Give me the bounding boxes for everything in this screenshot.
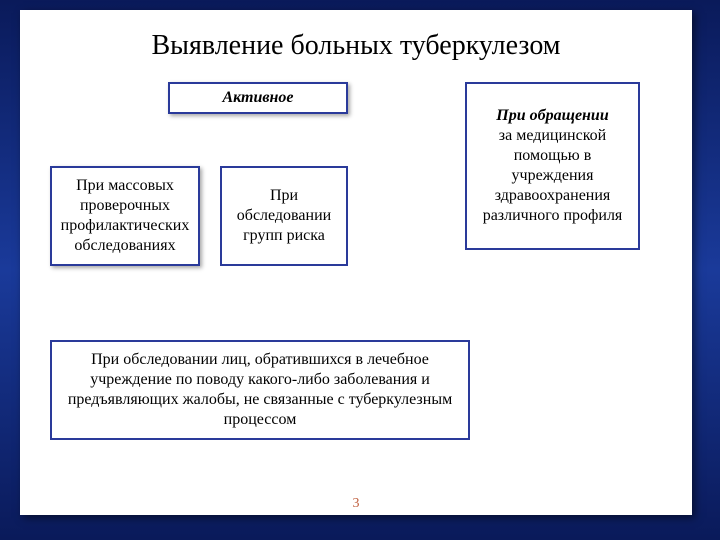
box-active: Активное xyxy=(168,82,348,114)
slide-title: Выявление больных туберкулезом xyxy=(20,30,692,62)
box-mass-text: При массовых проверочных профилактически… xyxy=(60,176,190,256)
box-on-appeal-lead: При обращении xyxy=(496,106,608,126)
box-active-label: Активное xyxy=(222,88,293,108)
box-risk-text: При обследовании групп риска xyxy=(230,186,338,246)
page-number: 3 xyxy=(20,496,692,512)
box-unrelated-complaints: При обследовании лиц, обратившихся в леч… xyxy=(50,340,470,440)
box-mass-screenings: При массовых проверочных профилактически… xyxy=(50,166,200,266)
box-on-appeal: При обращении за медицинской помощью в у… xyxy=(465,82,640,250)
box-unrelated-text: При обследовании лиц, обратившихся в леч… xyxy=(60,350,460,430)
box-on-appeal-rest: за медицинской помощью в учреждения здра… xyxy=(475,126,630,226)
slide-canvas: Выявление больных туберкулезом Активное … xyxy=(20,10,692,515)
box-risk-groups: При обследовании групп риска xyxy=(220,166,348,266)
